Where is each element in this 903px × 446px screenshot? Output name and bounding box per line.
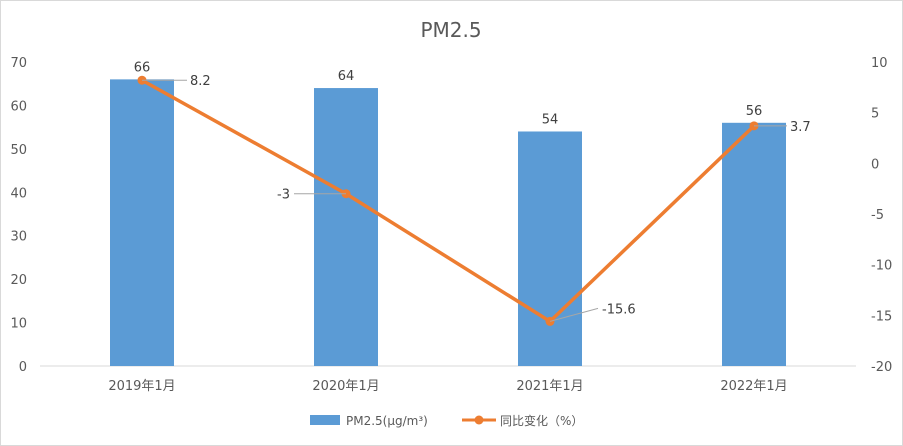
bar <box>518 131 582 366</box>
y-left-tick-label: 20 <box>10 273 27 288</box>
y-right-tick-label: -20 <box>871 360 892 375</box>
y-right-tick-label: 10 <box>871 56 888 71</box>
y-left-tick-label: 50 <box>10 143 27 158</box>
y-left-tick-label: 40 <box>10 186 27 201</box>
line-series <box>140 78 756 324</box>
x-tick-label: 2021年1月 <box>516 379 583 394</box>
line-data-label: 3.7 <box>790 120 811 135</box>
bar <box>722 122 786 366</box>
y-left-tick-label: 0 <box>19 360 27 375</box>
y-right-tick-label: 5 <box>871 107 879 122</box>
line-data-label: 8.2 <box>190 74 211 89</box>
bar-data-label: 54 <box>542 112 559 127</box>
line-data-label: -15.6 <box>602 302 636 317</box>
y-right-tick-label: -10 <box>871 259 892 274</box>
legend-swatch-bar <box>310 415 340 425</box>
bar <box>110 79 174 366</box>
x-tick-label: 2020年1月 <box>312 379 379 394</box>
y-left-tick-label: 70 <box>10 56 27 71</box>
line-data-label: -3 <box>277 188 290 203</box>
legend-label-line: 同比变化（%） <box>500 413 583 428</box>
x-tick-label: 2019年1月 <box>108 379 175 394</box>
x-tick-label: 2022年1月 <box>720 379 787 394</box>
bar-data-label: 66 <box>134 60 151 75</box>
y-left-tick-label: 10 <box>10 317 27 332</box>
bar-data-label: 56 <box>746 104 763 119</box>
legend-swatch-marker <box>474 415 484 425</box>
y-right-tick-label: -15 <box>871 309 892 324</box>
y-left-tick-label: 60 <box>10 99 27 114</box>
legend-label-bar: PM2.5(μg/m³) <box>346 414 428 428</box>
bar-data-label: 64 <box>338 69 355 84</box>
line-label-leader <box>549 307 599 322</box>
y-right-tick-label: -5 <box>871 208 884 223</box>
y-right-tick-label: 0 <box>871 157 879 172</box>
y-left-tick-label: 30 <box>10 230 27 245</box>
chart-title: PM2.5 <box>420 18 481 42</box>
bar <box>314 88 378 367</box>
